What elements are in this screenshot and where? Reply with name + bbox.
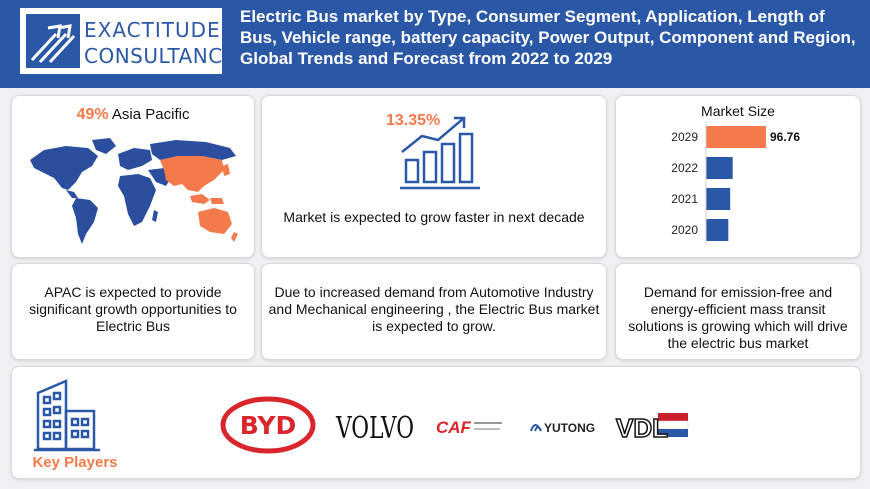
byd-logo-text: BYD [240,411,297,440]
caf-logo-text: CAF [436,418,472,437]
world-map-icon [30,138,238,244]
apac-info-text: APAC is expected to provide significant … [29,284,237,334]
bar-2021 [706,188,731,210]
demand-info-text: Due to increased demand from Automotive … [268,284,600,334]
key-players-card: Key Players BYD VOLVO CAF YUTONG [11,366,861,479]
tick-label-2029: 2029 [671,130,698,144]
vdl-logo-text: VDL [616,413,668,443]
growth-card: 13.35% Market is expected to grow faster… [261,95,607,258]
report-title: Electric Bus market by Type, Consumer Se… [240,7,856,68]
market-size-card: Market Size 2029 96.76 2022 2021 2020 [615,95,861,258]
market-size-chart: 2029 96.76 2022 2021 2020 [671,122,800,245]
emission-info-text: Demand for emission-free and energy-effi… [628,284,848,351]
region-name: Asia Pacific [111,106,190,123]
cagr-value: 13.35% [386,112,441,129]
volvo-logo-text: VOLVO [335,411,414,446]
byd-logo[interactable]: BYD [220,396,316,459]
region-share-line: 49% Asia Pacific [12,106,254,124]
volvo-logo[interactable]: VOLVO [334,405,416,452]
region-share-card: 49% Asia Pacific [11,95,255,258]
company-logo[interactable]: EXACTITUDE CONSULTANCY [20,8,235,74]
tick-label-2020: 2020 [671,223,698,237]
growth-chart-icon [400,116,480,190]
emission-info-card: Demand for emission-free and energy-effi… [615,263,861,360]
logo-arrows-icon [26,14,80,68]
yutong-logo[interactable]: YUTONG [527,417,599,442]
bar-2029 [706,126,766,148]
chart-title: Market Size [701,103,775,119]
brand-name-line2: CONSULTANCY [84,44,236,68]
yutong-logo-text: YUTONG [544,421,595,435]
growth-caption: Market is expected to grow faster in nex… [283,209,585,225]
demand-info-card: Due to increased demand from Automotive … [261,263,607,360]
vdl-logo[interactable]: VDL [614,407,692,448]
caf-logo[interactable]: CAF [434,415,506,444]
tick-label-2022: 2022 [671,161,698,175]
brand-name-line1: EXACTITUDE [84,18,221,42]
key-players-label: Key Players [32,454,118,471]
header-banner: EXACTITUDE CONSULTANCY Electric Bus mark… [0,0,870,88]
apac-info-card: APAC is expected to provide significant … [11,263,255,360]
bar-2020 [706,219,729,241]
tick-label-2021: 2021 [671,192,698,206]
data-label-2029: 96.76 [770,130,800,144]
building-icon [34,379,100,452]
region-share-value: 49% [76,106,109,123]
bar-2022 [706,157,733,179]
